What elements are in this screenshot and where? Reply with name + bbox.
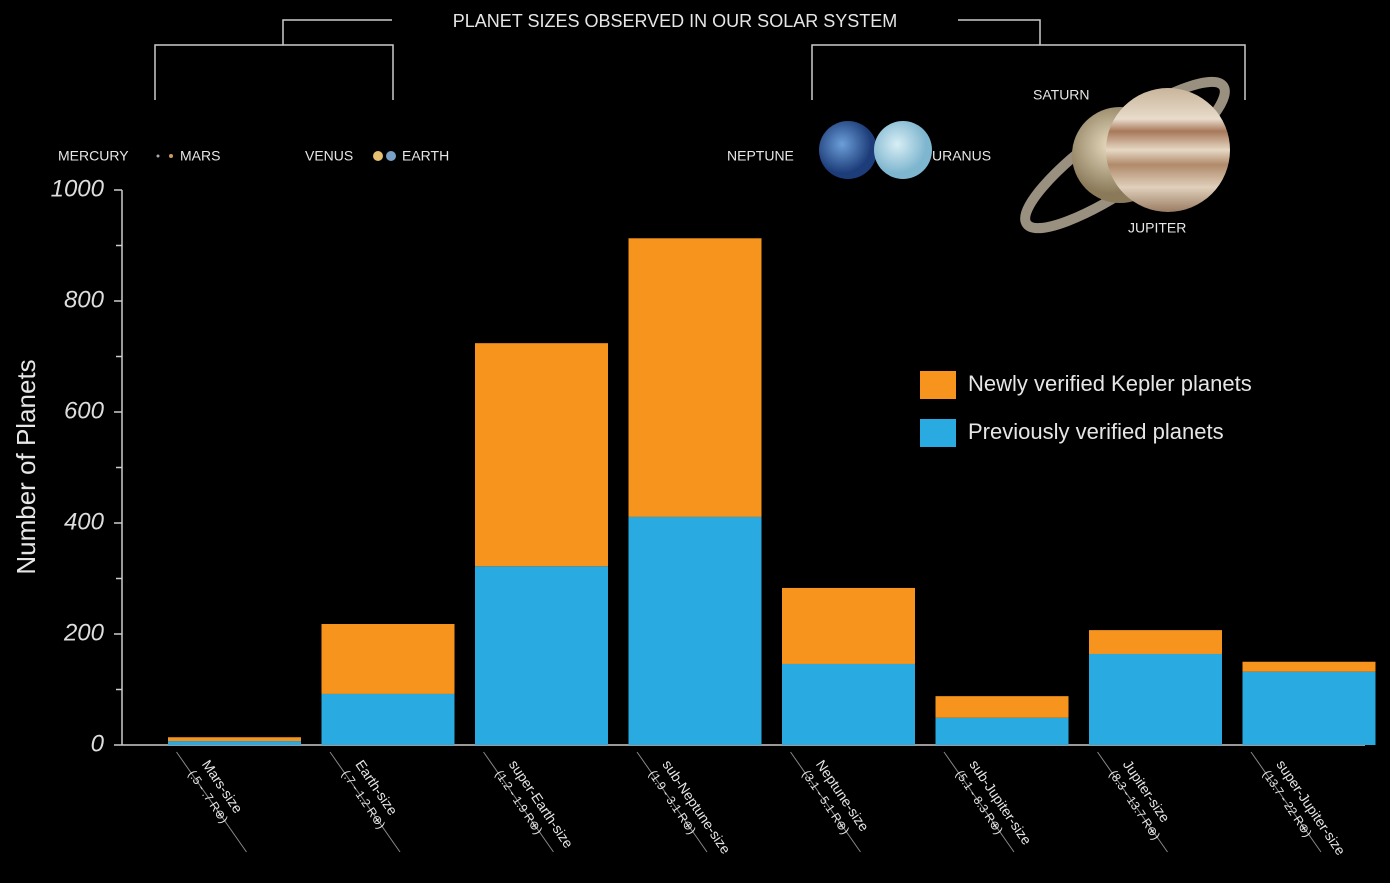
x-label-rule [329, 751, 401, 853]
x-label-rule [790, 751, 861, 853]
bar-segment [1089, 653, 1222, 745]
legend-swatch [920, 371, 956, 399]
x-label-rule [1097, 751, 1168, 853]
bar-segment [168, 741, 301, 745]
planet-label: VENUS [305, 148, 353, 164]
x-label-rule [1250, 751, 1322, 853]
bar-segment [475, 566, 608, 745]
bar-segment [935, 717, 1069, 745]
legend-label: Newly verified Kepler planets [968, 371, 1252, 396]
bar-segment [475, 343, 608, 567]
annotation-title: PLANET SIZES OBSERVED IN OUR SOLAR SYSTE… [453, 11, 897, 31]
x-label-rule [943, 751, 1015, 853]
bar-segment [321, 693, 455, 745]
bar-segment [782, 587, 915, 664]
x-label-rule [176, 751, 247, 853]
legend-label: Previously verified planets [968, 419, 1224, 444]
bar-segment [628, 516, 762, 745]
y-tick-label: 400 [64, 508, 105, 535]
legend-swatch [920, 419, 956, 447]
bar-segment [1242, 671, 1376, 745]
y-tick-label: 200 [63, 619, 105, 646]
solar-system-brackets [154, 19, 1246, 100]
y-tick-label: 1000 [51, 175, 105, 202]
planet-label: JUPITER [1128, 220, 1186, 236]
planet-label: MARS [180, 148, 220, 164]
bar-segment [1089, 630, 1222, 654]
planet-label: MERCURY [58, 148, 129, 164]
y-tick-label: 800 [64, 286, 105, 313]
bar-segment [628, 238, 762, 517]
y-tick-label: 600 [64, 397, 105, 424]
planet-icons [156, 76, 1230, 234]
x-label-rule [483, 751, 554, 853]
y-axis-label: Number of Planets [11, 359, 41, 574]
planet-label: URANUS [932, 148, 991, 164]
x-label-rule [636, 751, 708, 853]
planet-label: NEPTUNE [727, 148, 794, 164]
bar-segment [1242, 661, 1376, 672]
bar-segment [782, 663, 915, 745]
planet-label: SATURN [1033, 87, 1090, 103]
bar-segment [321, 624, 455, 694]
y-tick-label: 0 [91, 730, 105, 757]
planet-label: EARTH [402, 148, 449, 164]
bar-segment [935, 696, 1069, 718]
bar-segment [168, 737, 301, 742]
